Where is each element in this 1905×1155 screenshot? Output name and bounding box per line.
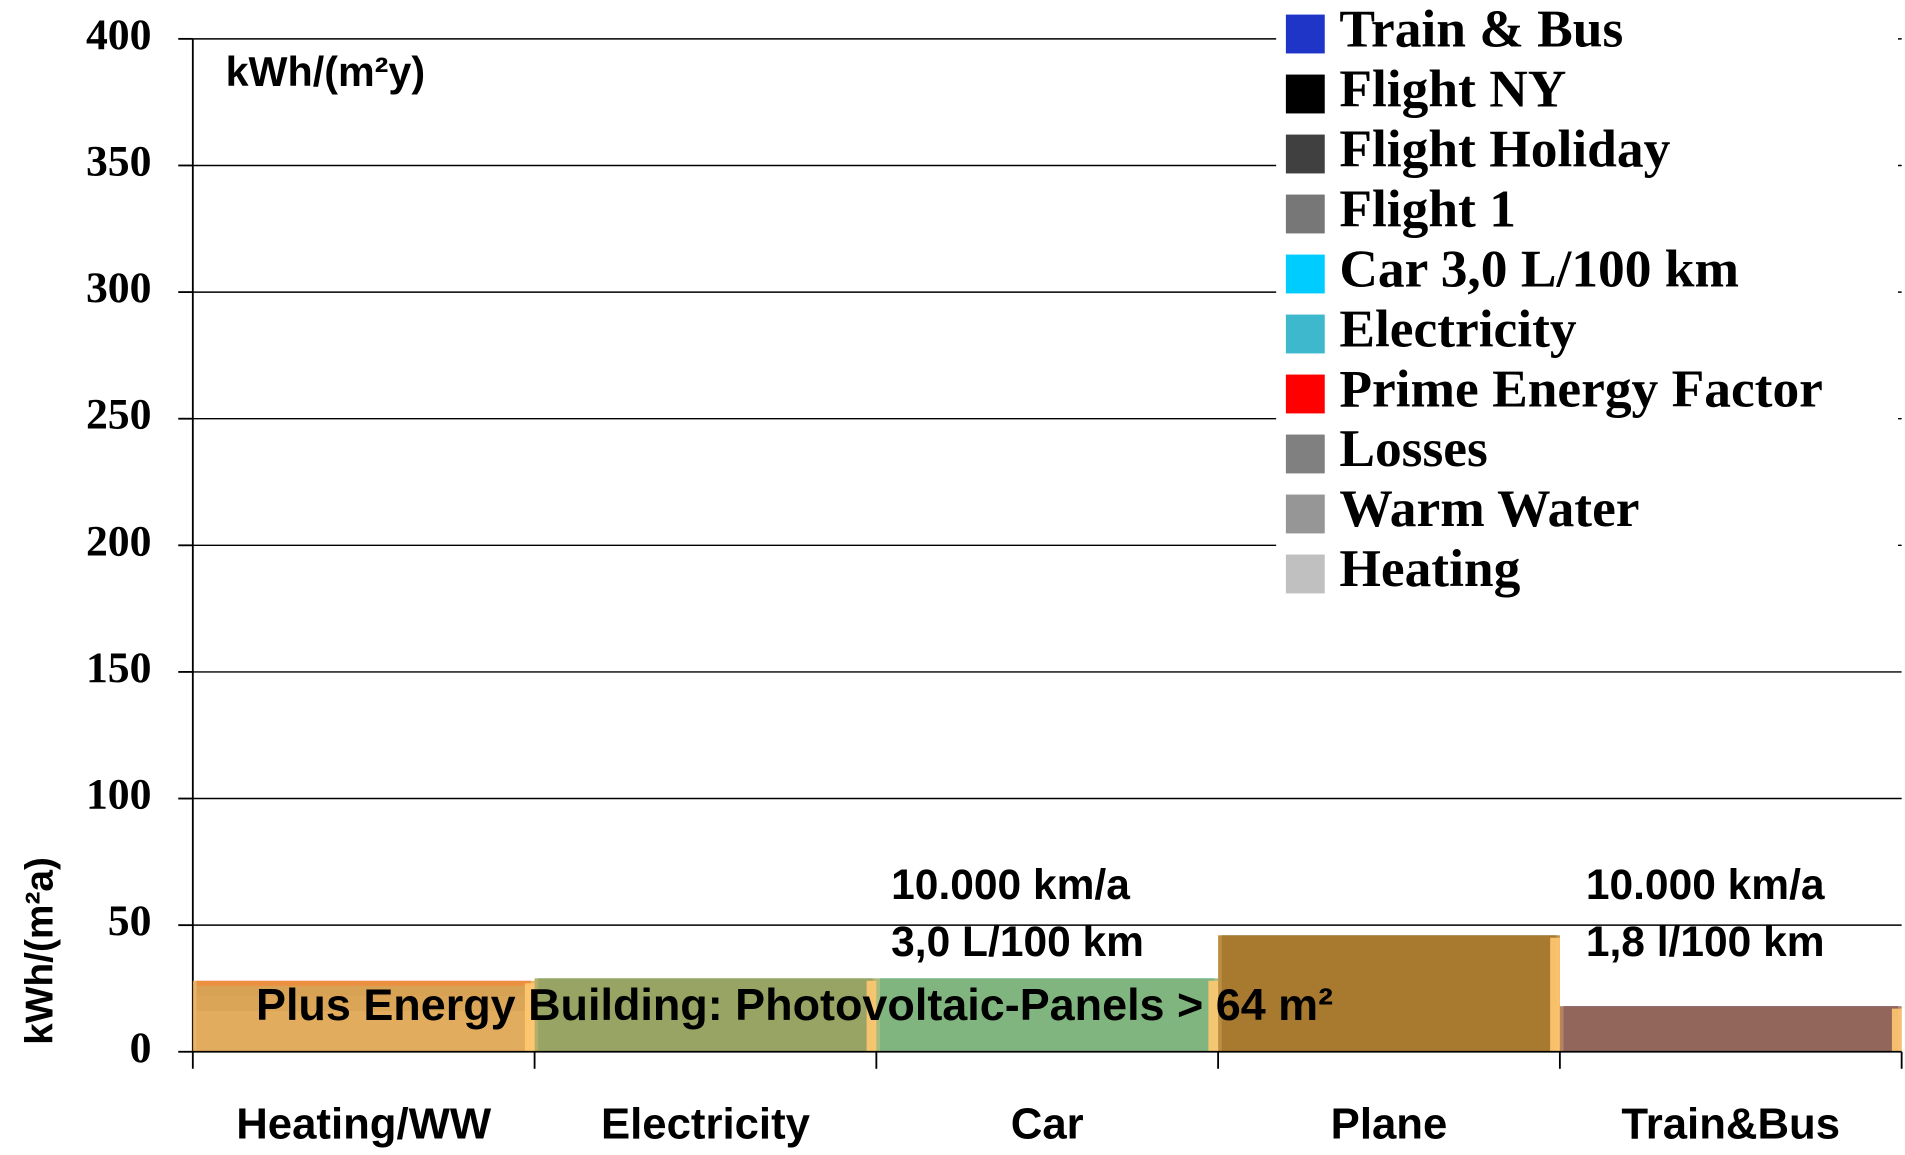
legend-swatch — [1285, 194, 1325, 234]
legend-swatch — [1285, 374, 1325, 414]
annotation: 10.000 km/a — [891, 862, 1130, 909]
pv-overlay — [1559, 1006, 1902, 1052]
x-tick-label: Plane — [1331, 1100, 1448, 1149]
x-tick-label: Electricity — [601, 1100, 811, 1149]
annotation: 10.000 km/a — [1586, 862, 1825, 909]
legend-label: Warm Water — [1339, 478, 1639, 538]
pv-overlay — [876, 978, 1219, 1052]
y-tick-label: 200 — [86, 517, 152, 565]
pv-gap — [524, 983, 535, 1052]
legend-swatch — [1285, 314, 1325, 354]
y-tick-label: 300 — [86, 264, 152, 312]
legend-swatch — [1285, 74, 1325, 114]
overlay-label: Plus Energy Building: Photovoltaic-Panel… — [256, 979, 1333, 1030]
legend-label: Heating — [1339, 538, 1520, 598]
legend-label: Train & Bus — [1339, 0, 1623, 58]
annotation: 3,0 L/100 km — [891, 919, 1144, 966]
y-tick-label: 400 — [86, 11, 152, 59]
pv-overlay — [534, 978, 877, 1052]
legend-label: Flight NY — [1339, 58, 1566, 118]
y-axis-label: kWh/(m²a) — [18, 857, 61, 1045]
legend-swatch — [1285, 494, 1325, 534]
annotation: 1,8 l/100 km — [1586, 919, 1825, 966]
pv-gap — [1891, 1008, 1902, 1052]
pv-overlay — [1218, 935, 1560, 1052]
y-tick-label: 150 — [86, 644, 152, 692]
x-tick-label: Car — [1011, 1100, 1084, 1149]
legend-swatch — [1285, 254, 1325, 294]
legend-background — [1276, 4, 1898, 610]
pv-gap — [866, 980, 877, 1052]
y-tick-label: 250 — [86, 391, 152, 439]
legend-swatch — [1285, 554, 1325, 594]
legend-swatch — [1285, 14, 1325, 54]
y-tick-label: 350 — [86, 138, 152, 186]
y-tick-label: 0 — [130, 1024, 152, 1072]
pv-gap — [1550, 937, 1560, 1052]
legend-swatch — [1285, 134, 1325, 174]
y-tick-label: 100 — [86, 771, 152, 819]
x-tick-label: Heating/WW — [236, 1100, 492, 1149]
legend-label: Prime Energy Factor — [1339, 358, 1823, 418]
legend-label: Car 3,0 L/100 km — [1339, 238, 1739, 298]
legend-label: Flight Holiday — [1339, 118, 1670, 178]
legend-label: Flight 1 — [1339, 178, 1516, 238]
pv-overlay — [192, 980, 535, 1052]
unit-label: kWh/(m²y) — [226, 49, 426, 95]
x-tick-label: Train&Bus — [1621, 1100, 1840, 1149]
legend-swatch — [1285, 434, 1325, 474]
legend-label: Losses — [1339, 418, 1487, 478]
legend-label: Electricity — [1339, 298, 1577, 358]
y-tick-label: 50 — [108, 897, 152, 945]
pv-gap — [1208, 980, 1219, 1052]
